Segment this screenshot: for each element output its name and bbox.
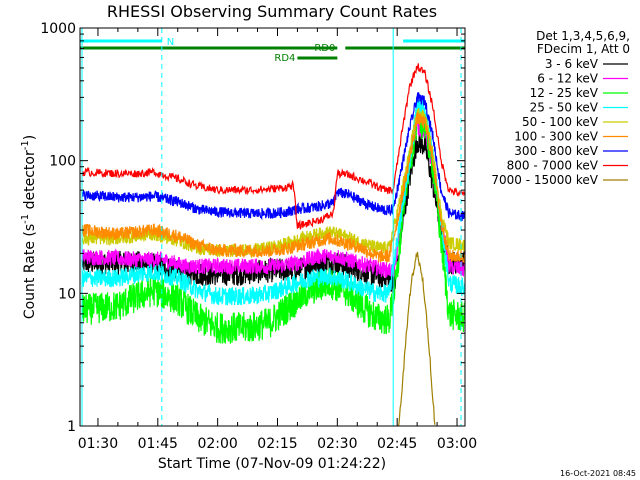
mode-lines <box>81 28 462 426</box>
legend-label-6: 100 - 300 keV <box>514 130 598 144</box>
y-tick-label-4: 1000 <box>40 21 76 37</box>
legend-header-line-1: Det 1,3,4,5,6,9, <box>536 29 630 43</box>
series-line-4 <box>81 95 466 306</box>
series-line-3 <box>81 106 466 344</box>
state-bar-label-n: N <box>167 37 174 48</box>
x-axis-label: Start Time (07-Nov-09 01:24:22) <box>158 456 386 472</box>
x-tick-label-2: 01:45 <box>138 436 178 452</box>
x-tick-label-5: 02:30 <box>317 436 357 452</box>
x-tick-label-4: 02:15 <box>257 436 297 452</box>
series-line-6 <box>81 111 466 264</box>
x-tick-label-6: 02:45 <box>377 436 417 452</box>
y-axis-label-main: Count Rate (s <box>22 224 38 319</box>
x-tick-label-7: 03:00 <box>437 436 477 452</box>
y-tick-label-3: 100 <box>49 154 76 170</box>
plot-frame <box>79 27 466 427</box>
series-line-9 <box>397 251 436 427</box>
legend-label-7: 300 - 800 keV <box>514 144 598 158</box>
y-axis-label-sup1: -1 <box>20 214 31 224</box>
series-line-7 <box>81 92 466 222</box>
legend-label-2: 6 - 12 keV <box>537 72 599 86</box>
x-axis: 01:30 01:45 02:00 02:15 02:30 02:45 03:00 <box>78 28 477 452</box>
legend: Det 1,3,4,5,6,9, FDecim 1, Att 0 3 - 6 k… <box>491 29 630 187</box>
series-layer <box>81 63 466 427</box>
legend-label-5: 50 - 100 keV <box>522 115 599 129</box>
y-tick-label-2: 10 <box>58 286 76 302</box>
chart-title: RHESSI Observing Summary Count Rates <box>107 2 437 21</box>
legend-label-8: 800 - 7000 keV <box>507 159 599 173</box>
y-axis-label-end: ) <box>22 135 38 140</box>
legend-label-1: 3 - 6 keV <box>545 57 599 71</box>
state-bar-label-rd0: RD0 <box>314 43 335 54</box>
y-axis-label: Count Rate (s-1 detector-1) <box>20 135 38 319</box>
state-bar-label-rd4: RD4 <box>274 53 295 64</box>
legend-label-3: 12 - 25 keV <box>530 86 599 100</box>
legend-header-line-2: FDecim 1, Att 0 <box>537 42 630 56</box>
state-bars: N RD0 RD4 <box>80 37 465 64</box>
timestamp: 16-Oct-2021 08:45 <box>560 469 636 478</box>
series-line-8 <box>81 63 466 230</box>
x-tick-label-3: 02:00 <box>197 436 237 452</box>
y-axis-label-mid: detector <box>22 150 38 214</box>
y-axis: 1 10 100 1000 <box>40 21 465 435</box>
legend-label-4: 25 - 50 keV <box>530 101 599 115</box>
x-tick-label-1: 01:30 <box>78 436 118 452</box>
y-tick-label-1: 1 <box>67 419 76 435</box>
y-axis-label-sup2: -1 <box>20 140 31 150</box>
legend-label-9: 7000 - 15000 keV <box>491 173 598 187</box>
